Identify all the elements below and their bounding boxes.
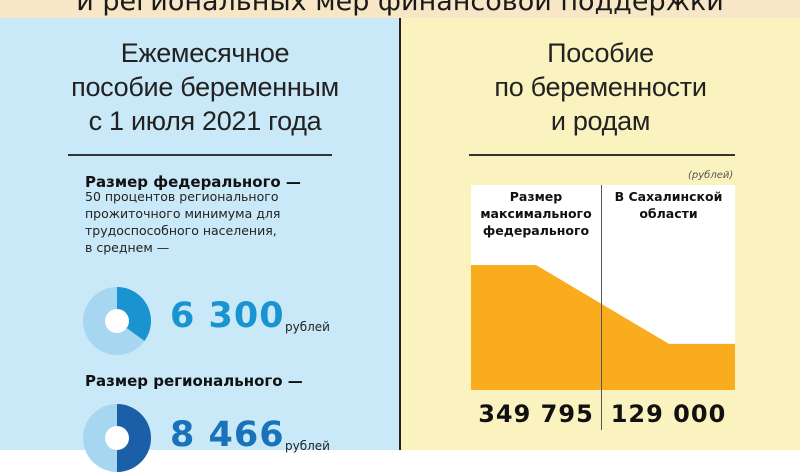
units-note: (рублей) [688, 170, 734, 181]
column-header-federal: Размер максимального федерального [471, 188, 601, 239]
federal-description-line: трудоспособного населения, [85, 223, 277, 238]
column-header-line: Размер [509, 189, 563, 204]
federal-description: 50 процентов регионального прожиточного … [85, 188, 305, 256]
federal-unit: рублей [285, 320, 330, 334]
federal-donut-segment [117, 287, 152, 341]
column-separator [601, 185, 602, 430]
values-separator [471, 390, 735, 392]
comparison-area-shape [471, 265, 735, 390]
regional-size-label: Размер регионального — [85, 372, 303, 390]
right-title-line: по беременности [494, 72, 707, 102]
right-title-divider [469, 154, 735, 156]
federal-size-label: Размер федерального — [85, 173, 301, 191]
column-header-sakhalin: В Сахалинской области [602, 188, 735, 222]
right-title-line: Пособие [547, 38, 654, 68]
federal-donut-icon [83, 287, 152, 355]
regional-donut-icon [83, 404, 151, 472]
left-panel: Ежемесячное пособие беременным с 1 июля … [0, 18, 399, 450]
left-title-line: пособие беременным [71, 72, 339, 102]
left-title-divider [68, 154, 332, 156]
federal-description-line: 50 процентов регионального [85, 189, 279, 204]
value-sakhalin: 129 000 [610, 400, 727, 428]
top-banner: и региональных мер финансовой поддержки [0, 0, 800, 18]
left-panel-title: Ежемесячное пособие беременным с 1 июля … [20, 36, 390, 138]
column-header-line: В Сахалинской [614, 189, 723, 204]
value-federal: 349 795 [478, 400, 594, 428]
federal-value: 6 300 [170, 296, 285, 336]
left-title-line: Ежемесячное [120, 38, 290, 68]
regional-value: 8 466 [170, 415, 285, 455]
federal-description-line: в среднем — [85, 240, 170, 255]
comparison-area-chart [471, 185, 735, 390]
center-divider [399, 18, 401, 450]
column-header-line: максимального [480, 206, 592, 221]
column-header-line: федерального [482, 223, 590, 238]
banner-text: и региональных мер финансовой поддержки [76, 0, 724, 17]
right-title-line: и родам [550, 106, 651, 136]
right-panel-title: Пособие по беременности и родам [401, 36, 800, 138]
federal-description-line: прожиточного минимума для [85, 206, 281, 221]
comparison-area-svg [471, 265, 735, 390]
federal-donut-hole [105, 309, 129, 333]
left-title-line: с 1 июля 2021 года [88, 106, 322, 136]
regional-donut-hole [105, 426, 129, 450]
regional-unit: рублей [285, 439, 330, 453]
column-header-line: области [639, 206, 698, 221]
